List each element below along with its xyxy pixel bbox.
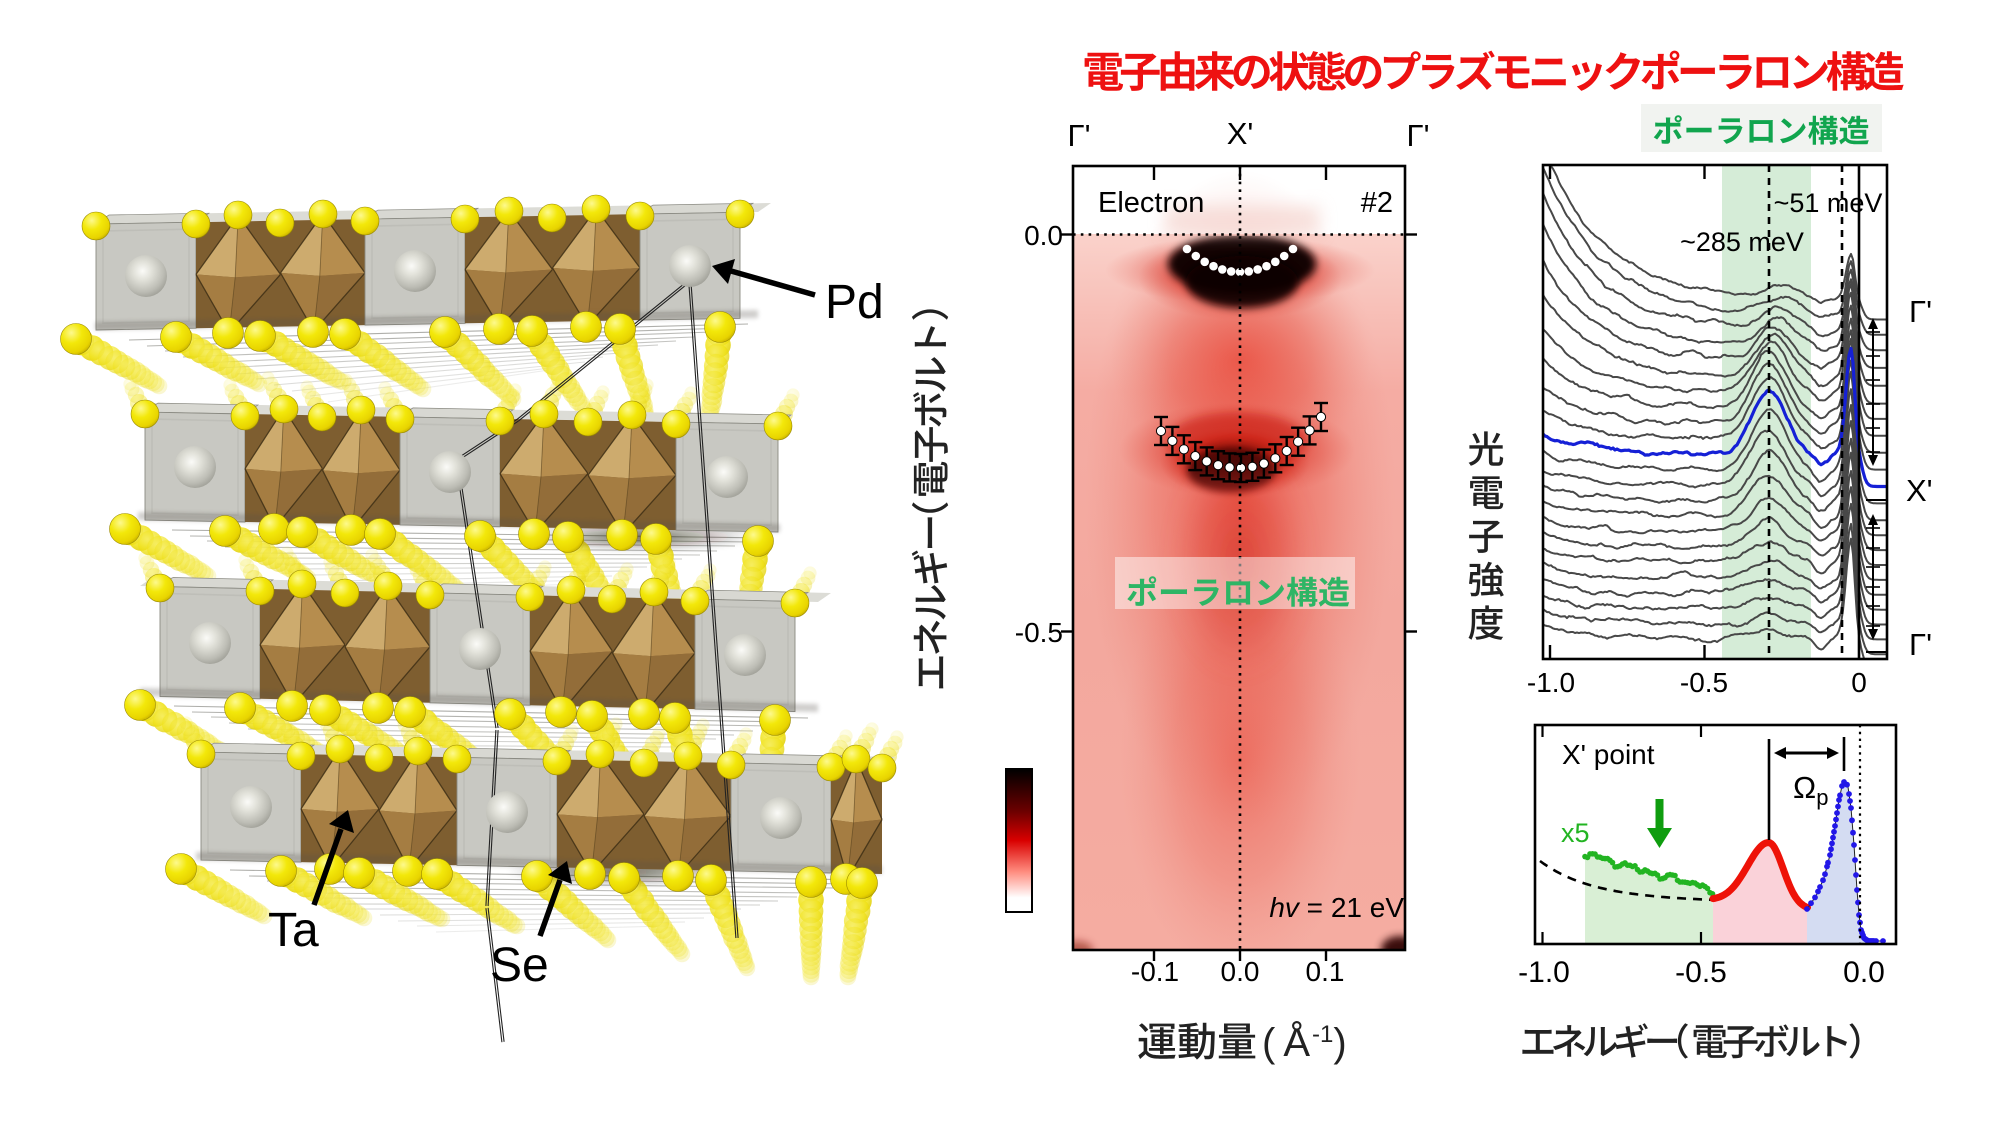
svg-text:x5: x5 [1561,818,1590,848]
svg-text:X' point: X' point [1562,739,1655,770]
svg-text:Ta: Ta [268,904,319,957]
svg-text:hv = 21 eV: hv = 21 eV [1269,892,1404,923]
svg-text:-0.1: -0.1 [1131,956,1179,987]
svg-text:( Å -1): ( Å -1) [1262,1020,1347,1065]
svg-text:-0.5: -0.5 [1680,667,1728,698]
svg-text:Pd: Pd [825,276,884,329]
svg-text:~285 meV: ~285 meV [1680,227,1804,257]
svg-text:-0.5: -0.5 [1015,617,1063,648]
svg-text:0: 0 [1851,667,1867,698]
svg-text:Ωp: Ωp [1793,770,1828,810]
svg-text:Se: Se [490,939,549,992]
svg-text:0.0: 0.0 [1843,956,1885,989]
svg-text:Γ': Γ' [1909,627,1932,662]
svg-text:X': X' [1906,473,1933,508]
svg-text:Γ': Γ' [1407,118,1430,153]
svg-text:Electron: Electron [1098,187,1204,219]
svg-text:-1.0: -1.0 [1518,956,1570,989]
svg-text:0.0: 0.0 [1024,220,1063,251]
svg-text:-0.5: -0.5 [1675,956,1727,989]
svg-text:#2: #2 [1361,187,1393,219]
svg-text:Γ': Γ' [1909,294,1932,329]
svg-text:X': X' [1227,116,1254,151]
svg-text:Γ': Γ' [1068,118,1091,153]
svg-text:-1.0: -1.0 [1527,667,1575,698]
svg-text:0.0: 0.0 [1221,956,1260,987]
svg-text:0.1: 0.1 [1306,956,1345,987]
svg-text:~51 meV: ~51 meV [1774,188,1883,218]
